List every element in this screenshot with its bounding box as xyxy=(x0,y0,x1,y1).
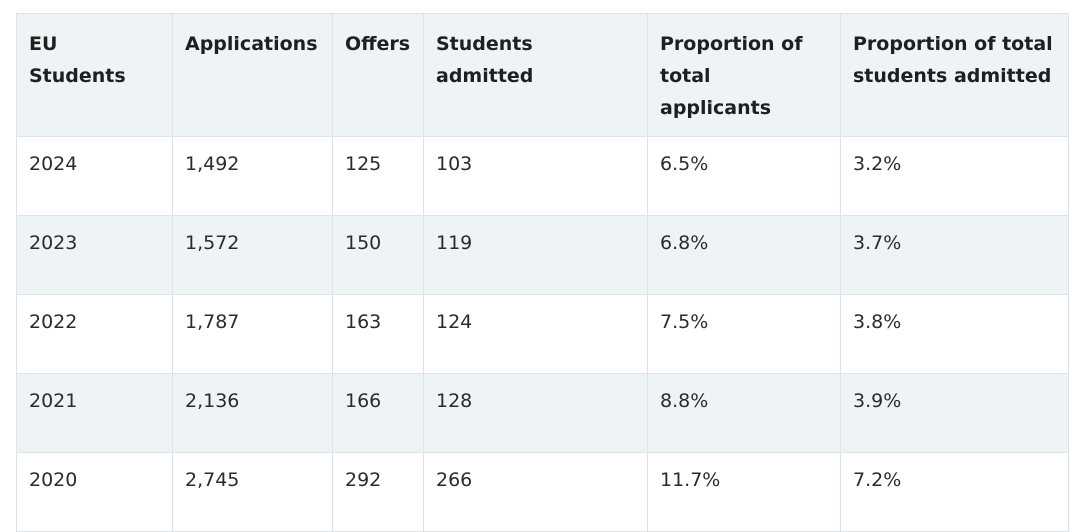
column-header-eu-students: EU Students xyxy=(16,13,173,137)
cell-applications: 2,136 xyxy=(172,373,333,453)
column-header-offers: Offers xyxy=(332,13,424,137)
column-header-applications: Applications xyxy=(172,13,333,137)
cell-offers: 292 xyxy=(332,452,424,532)
table-row: 2020 2,745 292 266 11.7% 7.2% xyxy=(16,452,1069,532)
cell-offers: 163 xyxy=(332,294,424,374)
table-row: 2022 1,787 163 124 7.5% 3.8% xyxy=(16,294,1069,374)
cell-year: 2020 xyxy=(16,452,173,532)
cell-offers: 150 xyxy=(332,215,424,295)
cell-proportion-applicants: 11.7% xyxy=(647,452,841,532)
column-header-students-admitted: Students admitted xyxy=(423,13,648,137)
cell-proportion-applicants: 6.8% xyxy=(647,215,841,295)
cell-proportion-admitted: 3.2% xyxy=(840,136,1069,216)
cell-year: 2023 xyxy=(16,215,173,295)
eu-students-table: EU Students Applications Offers Students… xyxy=(16,13,1069,532)
table-row: 2021 2,136 166 128 8.8% 3.9% xyxy=(16,373,1069,453)
column-header-proportion-admitted: Proportion of total students admitted xyxy=(840,13,1069,137)
cell-students-admitted: 128 xyxy=(423,373,648,453)
cell-proportion-admitted: 7.2% xyxy=(840,452,1069,532)
cell-proportion-applicants: 8.8% xyxy=(647,373,841,453)
cell-applications: 1,492 xyxy=(172,136,333,216)
cell-proportion-applicants: 6.5% xyxy=(647,136,841,216)
table-body: 2024 1,492 125 103 6.5% 3.2% 2023 1,572 … xyxy=(16,136,1069,532)
cell-students-admitted: 119 xyxy=(423,215,648,295)
cell-year: 2021 xyxy=(16,373,173,453)
column-header-proportion-applicants: Proportion of total applicants xyxy=(647,13,841,137)
cell-students-admitted: 124 xyxy=(423,294,648,374)
cell-proportion-admitted: 3.8% xyxy=(840,294,1069,374)
cell-year: 2022 xyxy=(16,294,173,374)
header-row: EU Students Applications Offers Students… xyxy=(16,13,1069,137)
cell-proportion-admitted: 3.9% xyxy=(840,373,1069,453)
cell-proportion-applicants: 7.5% xyxy=(647,294,841,374)
eu-students-table-container: EU Students Applications Offers Students… xyxy=(16,13,1069,532)
table-row: 2023 1,572 150 119 6.8% 3.7% xyxy=(16,215,1069,295)
cell-year: 2024 xyxy=(16,136,173,216)
cell-students-admitted: 103 xyxy=(423,136,648,216)
cell-offers: 166 xyxy=(332,373,424,453)
cell-applications: 1,787 xyxy=(172,294,333,374)
cell-offers: 125 xyxy=(332,136,424,216)
table-row: 2024 1,492 125 103 6.5% 3.2% xyxy=(16,136,1069,216)
cell-proportion-admitted: 3.7% xyxy=(840,215,1069,295)
cell-applications: 2,745 xyxy=(172,452,333,532)
cell-applications: 1,572 xyxy=(172,215,333,295)
cell-students-admitted: 266 xyxy=(423,452,648,532)
table-header: EU Students Applications Offers Students… xyxy=(16,13,1069,137)
